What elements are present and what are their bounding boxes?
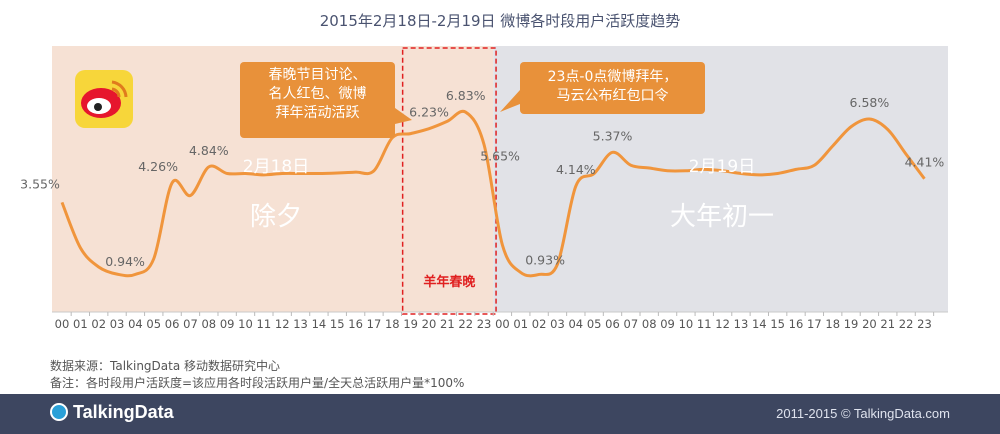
source-note: 数据来源：TalkingData 移动数据研究中心 备注：各时段用户活跃度=该应… bbox=[50, 358, 464, 392]
callout-left-line-1: 春晚节目讨论、 bbox=[268, 67, 367, 83]
x-tick-label: 14 bbox=[752, 317, 767, 331]
x-tick-label: 14 bbox=[312, 317, 327, 331]
footer-bar: TalkingData 2011-2015 © TalkingData.com bbox=[0, 394, 1000, 434]
x-tick-label: 09 bbox=[220, 317, 235, 331]
x-tick-label: 12 bbox=[715, 317, 730, 331]
data-label: 5.65% bbox=[480, 149, 520, 164]
callout-left: 春晚节目讨论、 名人红包、微博 拜年活动活跃 bbox=[240, 62, 395, 138]
callout-right-line-1: 23点-0点微博拜年， bbox=[547, 69, 678, 85]
x-tick-label: 21 bbox=[440, 317, 455, 331]
x-tick-label: 00 bbox=[55, 317, 70, 331]
x-tick-label: 07 bbox=[183, 317, 198, 331]
x-tick-label: 20 bbox=[422, 317, 437, 331]
note-line: 备注：各时段用户活跃度=该应用各时段活跃用户量/全天总活跃用户量*100% bbox=[50, 376, 465, 390]
x-tick-label: 05 bbox=[587, 317, 602, 331]
x-tick-label: 02 bbox=[91, 317, 106, 331]
x-tick-label: 00 bbox=[495, 317, 510, 331]
series-line bbox=[60, 109, 926, 278]
x-tick-label: 23 bbox=[477, 317, 492, 331]
x-tick-label: 06 bbox=[165, 317, 180, 331]
x-tick-label: 20 bbox=[862, 317, 877, 331]
x-tick-label: 08 bbox=[201, 317, 216, 331]
callout-right: 23点-0点微博拜年， 马云公布红包口令 bbox=[520, 62, 705, 114]
x-tick-label: 10 bbox=[679, 317, 694, 331]
x-tick-label: 16 bbox=[348, 317, 363, 331]
data-label: 6.23% bbox=[409, 105, 449, 120]
data-label: 4.14% bbox=[556, 162, 596, 177]
x-tick-label: 11 bbox=[257, 317, 272, 331]
x-tick-label: 03 bbox=[550, 317, 565, 331]
x-tick-label: 06 bbox=[605, 317, 620, 331]
callout-right-line-2: 马云公布红包口令 bbox=[556, 88, 669, 104]
data-label: 6.83% bbox=[446, 88, 486, 103]
highlight-label: 羊年春晚 bbox=[423, 274, 475, 290]
x-tick-label: 04 bbox=[128, 317, 143, 331]
footer-logo: TalkingData bbox=[50, 402, 174, 423]
x-tick-label: 12 bbox=[275, 317, 290, 331]
day1-date-label: 2月18日 bbox=[243, 157, 309, 177]
data-label: 4.84% bbox=[189, 143, 229, 158]
callout-right-pointer bbox=[500, 90, 520, 112]
x-tick-label: 19 bbox=[844, 317, 859, 331]
x-tick-label: 02 bbox=[532, 317, 547, 331]
x-tick-label: 15 bbox=[770, 317, 785, 331]
data-label: 4.41% bbox=[905, 155, 945, 170]
callout-left-pointer bbox=[395, 108, 412, 124]
x-tick-label: 13 bbox=[734, 317, 749, 331]
x-tick-label: 19 bbox=[403, 317, 418, 331]
x-tick-label: 17 bbox=[367, 317, 382, 331]
x-tick-label: 18 bbox=[385, 317, 400, 331]
x-tick-label: 16 bbox=[789, 317, 804, 331]
footer-copyright: 2011-2015 © TalkingData.com bbox=[776, 406, 950, 421]
data-label: 0.94% bbox=[105, 254, 145, 269]
day2-date-label: 2月19日 bbox=[689, 157, 755, 177]
source-line: 数据来源：TalkingData 移动数据研究中心 bbox=[50, 359, 281, 373]
x-tick-label: 11 bbox=[697, 317, 712, 331]
data-label: 4.26% bbox=[138, 159, 178, 174]
callout-left-line-2: 名人红包、微博 bbox=[268, 86, 367, 102]
highlight-box bbox=[401, 47, 497, 315]
callout-left-line-3: 拜年活动活跃 bbox=[275, 105, 360, 121]
weibo-logo-icon bbox=[75, 70, 133, 128]
day1-name-label: 除夕 bbox=[250, 202, 302, 232]
x-tick-label: 22 bbox=[458, 317, 473, 331]
x-tick-label: 13 bbox=[293, 317, 308, 331]
x-tick-label: 07 bbox=[624, 317, 639, 331]
x-tick-label: 01 bbox=[513, 317, 528, 331]
x-tick-label: 03 bbox=[110, 317, 125, 331]
x-tick-label: 10 bbox=[238, 317, 253, 331]
x-tick-label: 15 bbox=[330, 317, 345, 331]
x-tick-label: 09 bbox=[660, 317, 675, 331]
x-tick-label: 04 bbox=[568, 317, 583, 331]
day2-name-label: 大年初一 bbox=[670, 202, 774, 232]
logo-wave-inner bbox=[111, 87, 121, 98]
x-tick-label: 17 bbox=[807, 317, 822, 331]
x-tick-label: 08 bbox=[642, 317, 657, 331]
data-label: 5.37% bbox=[593, 128, 633, 143]
x-tick-label: 18 bbox=[825, 317, 840, 331]
data-label: 6.58% bbox=[850, 95, 890, 110]
x-tick-label: 22 bbox=[899, 317, 914, 331]
logo-eye bbox=[94, 103, 102, 111]
x-tick-label: 21 bbox=[880, 317, 895, 331]
talkingdata-logo-icon bbox=[50, 403, 68, 421]
x-tick-label: 01 bbox=[73, 317, 88, 331]
data-label: 0.93% bbox=[525, 252, 565, 267]
footer-brand: TalkingData bbox=[73, 402, 174, 422]
data-label: 3.55% bbox=[20, 176, 60, 191]
logo-wave-outer bbox=[111, 80, 128, 98]
x-tick-label: 23 bbox=[917, 317, 932, 331]
x-tick-label: 05 bbox=[146, 317, 161, 331]
chart-title: 2015年2月18日-2月19日 微博各时段用户活跃度趋势 bbox=[319, 12, 681, 30]
